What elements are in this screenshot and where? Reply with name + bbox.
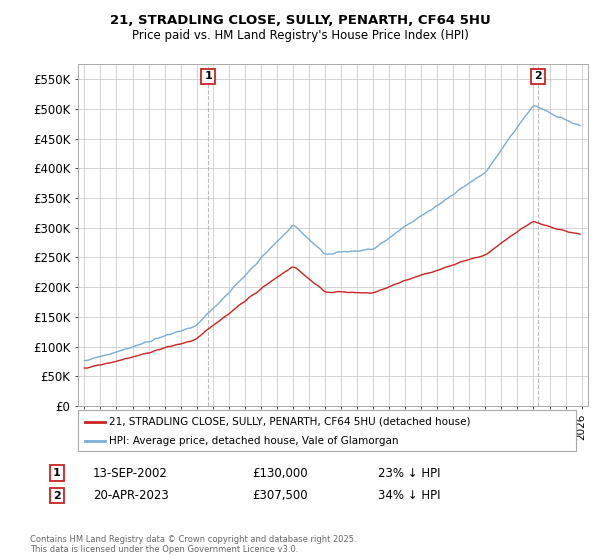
Text: £130,000: £130,000 — [252, 466, 308, 480]
Text: 20-APR-2023: 20-APR-2023 — [93, 489, 169, 502]
Text: Price paid vs. HM Land Registry's House Price Index (HPI): Price paid vs. HM Land Registry's House … — [131, 29, 469, 42]
Text: 13-SEP-2002: 13-SEP-2002 — [93, 466, 168, 480]
Text: 1: 1 — [53, 468, 61, 478]
Text: 23% ↓ HPI: 23% ↓ HPI — [378, 466, 440, 480]
Text: 1: 1 — [204, 71, 212, 81]
Text: 21, STRADLING CLOSE, SULLY, PENARTH, CF64 5HU (detached house): 21, STRADLING CLOSE, SULLY, PENARTH, CF6… — [109, 417, 471, 427]
Text: £307,500: £307,500 — [252, 489, 308, 502]
Text: HPI: Average price, detached house, Vale of Glamorgan: HPI: Average price, detached house, Vale… — [109, 436, 398, 446]
Text: 2: 2 — [534, 71, 542, 81]
Text: 21, STRADLING CLOSE, SULLY, PENARTH, CF64 5HU: 21, STRADLING CLOSE, SULLY, PENARTH, CF6… — [110, 14, 490, 27]
Text: 2: 2 — [53, 491, 61, 501]
Text: Contains HM Land Registry data © Crown copyright and database right 2025.
This d: Contains HM Land Registry data © Crown c… — [30, 535, 356, 554]
Text: 34% ↓ HPI: 34% ↓ HPI — [378, 489, 440, 502]
